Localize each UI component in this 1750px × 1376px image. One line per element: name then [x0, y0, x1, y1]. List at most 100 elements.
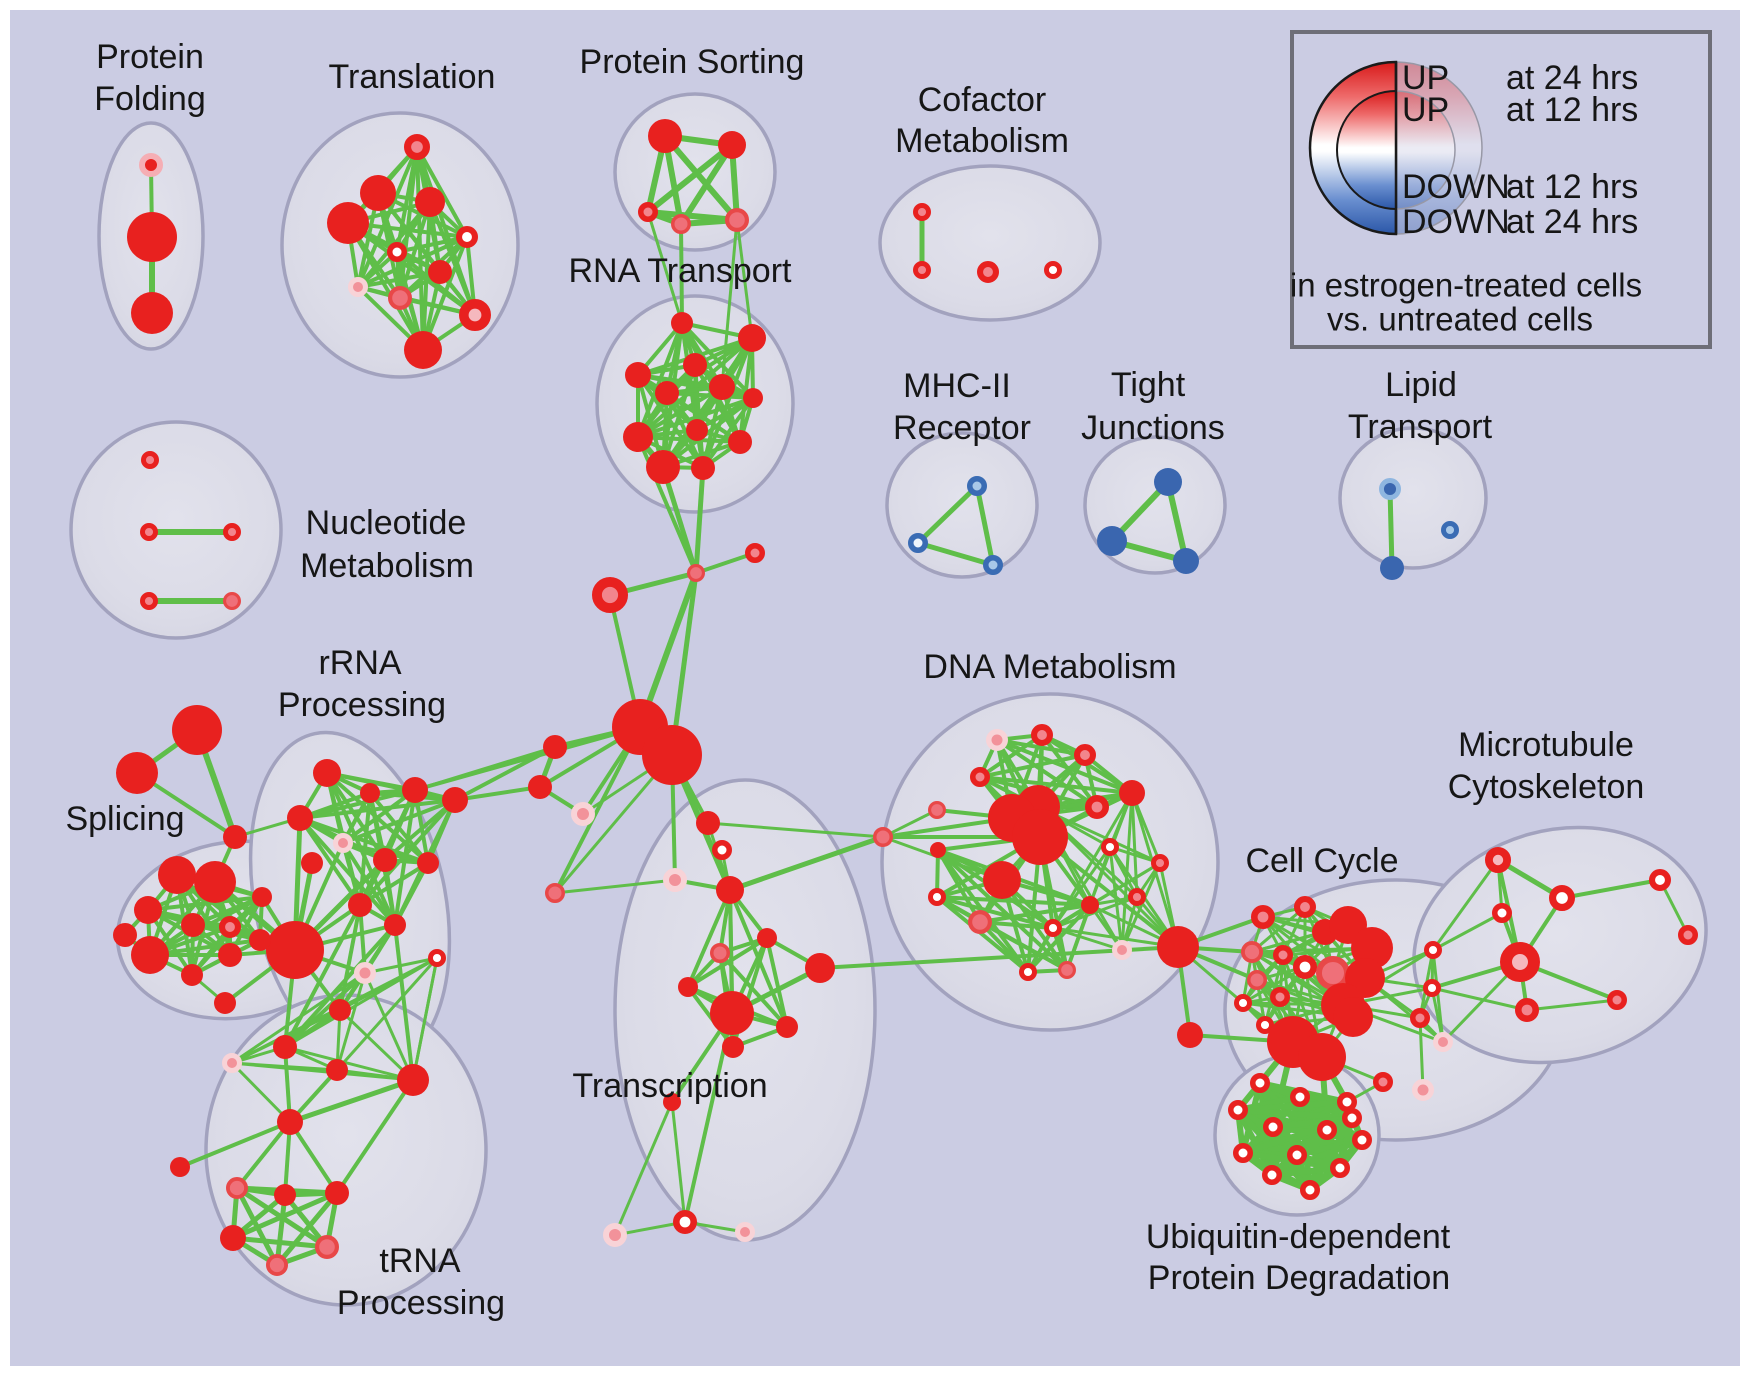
node-T3 [327, 202, 369, 244]
node-X4 [545, 883, 565, 903]
edge [995, 738, 1099, 809]
node-U3 [1228, 1100, 1248, 1120]
edge [230, 1061, 292, 1124]
edge [284, 956, 438, 1049]
cluster-label-0: Protein [96, 38, 204, 76]
node-G13 [354, 962, 376, 984]
edge [411, 957, 439, 1081]
legend: UP at 24 hrs UP at 12 hrs DOWN at 12 hrs… [1290, 30, 1712, 349]
node-K11 [1270, 987, 1290, 1007]
edge [718, 951, 789, 1029]
edge [978, 733, 1044, 779]
node-G12 [428, 948, 447, 967]
node-U7 [1233, 1143, 1253, 1163]
edge [974, 485, 996, 566]
edge [363, 972, 415, 1081]
node-K21 [1410, 1008, 1430, 1028]
node-Q0 [277, 1109, 303, 1135]
node-G11 [384, 914, 406, 936]
cluster-label-1: Folding [94, 80, 206, 118]
node-B4 [1380, 556, 1404, 580]
node-G3 [402, 777, 428, 803]
node-F3 [1043, 261, 1062, 280]
node-X8 [805, 953, 835, 983]
edge [288, 1120, 339, 1195]
node-SP4 [218, 916, 241, 939]
edge [553, 726, 642, 894]
node-R5 [709, 374, 735, 400]
legend-up-24-label: UP [1402, 59, 1449, 97]
node-Q1 [170, 1157, 190, 1177]
node-G8 [442, 787, 468, 813]
node-U1 [1290, 1087, 1310, 1107]
node-K23 [1373, 1072, 1393, 1092]
node-NM4 [222, 592, 241, 611]
node-K18 [1298, 1033, 1346, 1081]
node-M4 [1607, 990, 1627, 1010]
edge [454, 745, 556, 802]
edge [738, 337, 754, 443]
legend-down-12-time: at 12 hrs [1506, 168, 1638, 206]
edge [1052, 926, 1179, 949]
edge [935, 895, 1030, 974]
node-R1 [738, 324, 766, 352]
node-G17 [273, 1035, 297, 1059]
node-N0 [967, 476, 987, 496]
node-K19 [1423, 940, 1442, 959]
node-G15 [397, 1064, 429, 1096]
cluster-label-4: Cofactor [918, 81, 1047, 119]
node-D19 [1018, 962, 1037, 981]
edge [979, 775, 1133, 795]
cluster-label-2: Translation [329, 58, 496, 96]
node-SP10 [113, 923, 137, 947]
cluster-label-21: Cytoskeleton [1448, 768, 1645, 806]
edge [1052, 926, 1123, 952]
edge [882, 808, 938, 839]
edge [1431, 986, 1528, 1012]
node-L1 [528, 775, 552, 799]
node-B0 [1154, 468, 1182, 496]
edge [979, 753, 1086, 779]
edge [765, 937, 789, 1028]
edge [1431, 859, 1500, 951]
cluster-label-6: RNA Transport [569, 252, 793, 290]
edge [979, 920, 1068, 972]
edge [149, 895, 263, 957]
node-PF1 [127, 212, 177, 262]
edge [554, 878, 676, 895]
node-TR1 [116, 752, 158, 794]
cluster-label-26: Protein Degradation [1148, 1259, 1450, 1297]
node-F1 [912, 261, 931, 280]
node-T5 [387, 242, 407, 262]
node-M7 [1678, 925, 1698, 945]
node-R11 [691, 456, 715, 480]
node-K10 [1247, 970, 1267, 990]
cluster-label-22: Transcription [572, 1067, 767, 1105]
edge [341, 841, 397, 927]
edge [231, 971, 366, 1065]
node-D6 [1085, 794, 1110, 819]
cluster-label-12: Transport [1348, 408, 1493, 446]
node-R0 [671, 312, 693, 334]
node-TR2 [223, 825, 247, 849]
edge [729, 834, 884, 893]
node-Q2 [226, 1177, 249, 1200]
cluster-label-23: tRNA [379, 1242, 461, 1280]
legend-down-24-label: DOWN [1402, 203, 1510, 241]
edge [358, 861, 430, 907]
edge [1418, 1017, 1425, 1091]
edge [679, 223, 684, 324]
node-T8 [388, 286, 413, 311]
edge [342, 798, 456, 845]
node-B1 [1097, 526, 1127, 556]
edge [346, 221, 425, 352]
edge [341, 788, 417, 845]
node-U11 [1300, 1180, 1320, 1200]
edge [298, 816, 397, 927]
node-U10 [1262, 1165, 1282, 1185]
edge [335, 957, 439, 1071]
node-B2 [1173, 548, 1199, 574]
edge [415, 146, 469, 238]
legend-ring-12h-left [1336, 89, 1397, 211]
node-SP8 [252, 887, 272, 907]
